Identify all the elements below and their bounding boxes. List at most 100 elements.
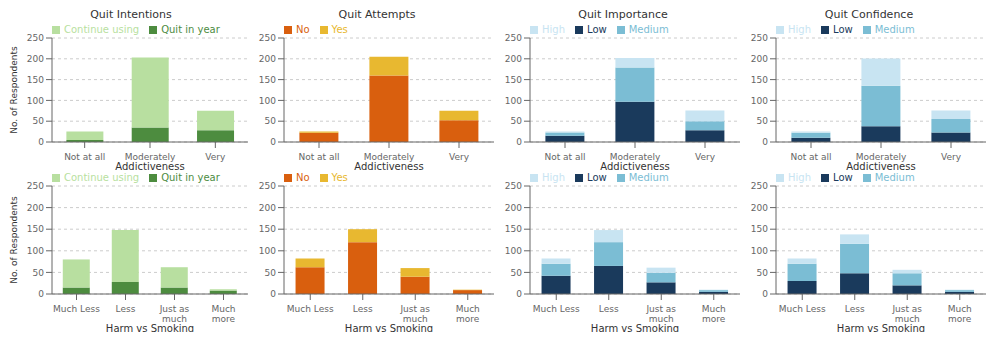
svg-text:200: 200: [505, 54, 522, 64]
svg-text:Just asmuch: Just asmuch: [399, 304, 430, 324]
html-text:Quit in year: Quit in year: [161, 172, 220, 183]
svg-text:Harm vs Smoking: Harm vs Smoking: [345, 323, 433, 332]
html-text:Quit Intentions: Quit Intentions: [90, 8, 172, 21]
svg-text:50: 50: [265, 268, 277, 278]
html-text:Low: Low: [587, 24, 607, 35]
svg-text:Addictiveness: Addictiveness: [846, 161, 915, 170]
svg-text:Just asmuch: Just asmuch: [891, 304, 922, 324]
html-text:Continue using: Continue using: [64, 172, 140, 183]
svg-text:250: 250: [27, 33, 44, 43]
svg-text:Addictiveness: Addictiveness: [115, 161, 184, 170]
svg-text:Very: Very: [941, 152, 962, 162]
svg-text:Harm vs Smoking: Harm vs Smoking: [591, 323, 679, 332]
svg-text:0: 0: [762, 137, 768, 147]
svg-text:150: 150: [27, 224, 44, 234]
svg-text:250: 250: [259, 181, 276, 191]
html-text:High: High: [788, 24, 811, 35]
svg-text:Less: Less: [116, 304, 136, 314]
svg-text:100: 100: [27, 246, 44, 256]
svg-text:50: 50: [33, 116, 45, 126]
html-text:Medium: Medium: [628, 24, 669, 35]
svg-text:150: 150: [27, 75, 44, 85]
html-text:No: No: [296, 24, 310, 35]
svg-text:250: 250: [259, 33, 276, 43]
svg-text:200: 200: [27, 54, 44, 64]
svg-text:Very: Very: [449, 152, 470, 162]
svg-text:50: 50: [511, 116, 523, 126]
svg-text:Much Less: Much Less: [779, 304, 826, 314]
svg-text:No. of Respondents: No. of Respondents: [9, 46, 19, 134]
svg-text:150: 150: [505, 75, 522, 85]
svg-text:50: 50: [757, 268, 769, 278]
svg-text:200: 200: [259, 54, 276, 64]
svg-text:Very: Very: [205, 152, 226, 162]
svg-text:0: 0: [516, 289, 522, 299]
svg-text:Muchmore: Muchmore: [702, 304, 726, 324]
html-text:Yes: Yes: [331, 172, 348, 183]
svg-text:Much Less: Much Less: [287, 304, 334, 314]
svg-text:Not at all: Not at all: [790, 152, 831, 162]
svg-text:0: 0: [516, 137, 522, 147]
svg-text:Not at all: Not at all: [64, 152, 105, 162]
svg-text:0: 0: [762, 289, 768, 299]
svg-text:200: 200: [259, 203, 276, 213]
svg-text:Muchmore: Muchmore: [456, 304, 480, 324]
svg-text:Harm vs Smoking: Harm vs Smoking: [837, 323, 925, 332]
svg-text:100: 100: [505, 96, 522, 106]
svg-text:Muchmore: Muchmore: [948, 304, 972, 324]
svg-text:200: 200: [751, 54, 768, 64]
svg-text:200: 200: [27, 203, 44, 213]
svg-text:100: 100: [751, 96, 768, 106]
html-text:Low: Low: [833, 24, 853, 35]
svg-text:50: 50: [757, 116, 769, 126]
svg-text:0: 0: [38, 289, 44, 299]
svg-text:Much Less: Much Less: [533, 304, 580, 314]
svg-text:50: 50: [33, 268, 45, 278]
html-text:No: No: [296, 172, 310, 183]
svg-text:250: 250: [751, 33, 768, 43]
svg-text:0: 0: [38, 137, 44, 147]
svg-text:50: 50: [265, 116, 277, 126]
svg-text:0: 0: [270, 137, 276, 147]
svg-text:0: 0: [270, 289, 276, 299]
svg-text:Harm vs Smoking: Harm vs Smoking: [106, 323, 194, 332]
html-text:Yes: Yes: [331, 24, 348, 35]
svg-text:100: 100: [259, 246, 276, 256]
svg-text:Much Less: Much Less: [53, 304, 100, 314]
svg-text:100: 100: [751, 246, 768, 256]
svg-text:Just asmuch: Just asmuch: [159, 304, 190, 324]
svg-text:Addictiveness: Addictiveness: [354, 161, 423, 170]
svg-text:250: 250: [505, 33, 522, 43]
svg-text:100: 100: [259, 96, 276, 106]
svg-text:150: 150: [505, 224, 522, 234]
html-text:Quit Importance: Quit Importance: [578, 8, 668, 21]
svg-text:Addictiveness: Addictiveness: [600, 161, 669, 170]
html-text:Medium: Medium: [874, 24, 915, 35]
svg-text:150: 150: [259, 224, 276, 234]
svg-text:Not at all: Not at all: [544, 152, 585, 162]
html-text:High: High: [542, 24, 565, 35]
svg-text:No. of Respondents: No. of Respondents: [9, 196, 19, 284]
svg-text:200: 200: [751, 203, 768, 213]
html-text:Quit Confidence: Quit Confidence: [824, 8, 914, 21]
svg-text:250: 250: [751, 181, 768, 191]
svg-text:Less: Less: [599, 304, 619, 314]
svg-text:100: 100: [505, 246, 522, 256]
svg-text:100: 100: [27, 96, 44, 106]
svg-text:50: 50: [511, 268, 523, 278]
svg-text:200: 200: [505, 203, 522, 213]
svg-text:Just asmuch: Just asmuch: [645, 304, 676, 324]
html-text:Quit in year: Quit in year: [161, 24, 220, 35]
svg-text:Not at all: Not at all: [298, 152, 339, 162]
svg-text:150: 150: [751, 224, 768, 234]
html-text:Continue using: Continue using: [64, 24, 140, 35]
svg-text:Less: Less: [353, 304, 373, 314]
svg-text:250: 250: [505, 181, 522, 191]
svg-text:150: 150: [259, 75, 276, 85]
svg-text:150: 150: [751, 75, 768, 85]
svg-text:Less: Less: [845, 304, 865, 314]
svg-text:Very: Very: [695, 152, 716, 162]
svg-text:Muchmore: Muchmore: [211, 304, 235, 324]
html-text:Quit Attempts: Quit Attempts: [338, 8, 416, 21]
svg-text:250: 250: [27, 181, 44, 191]
